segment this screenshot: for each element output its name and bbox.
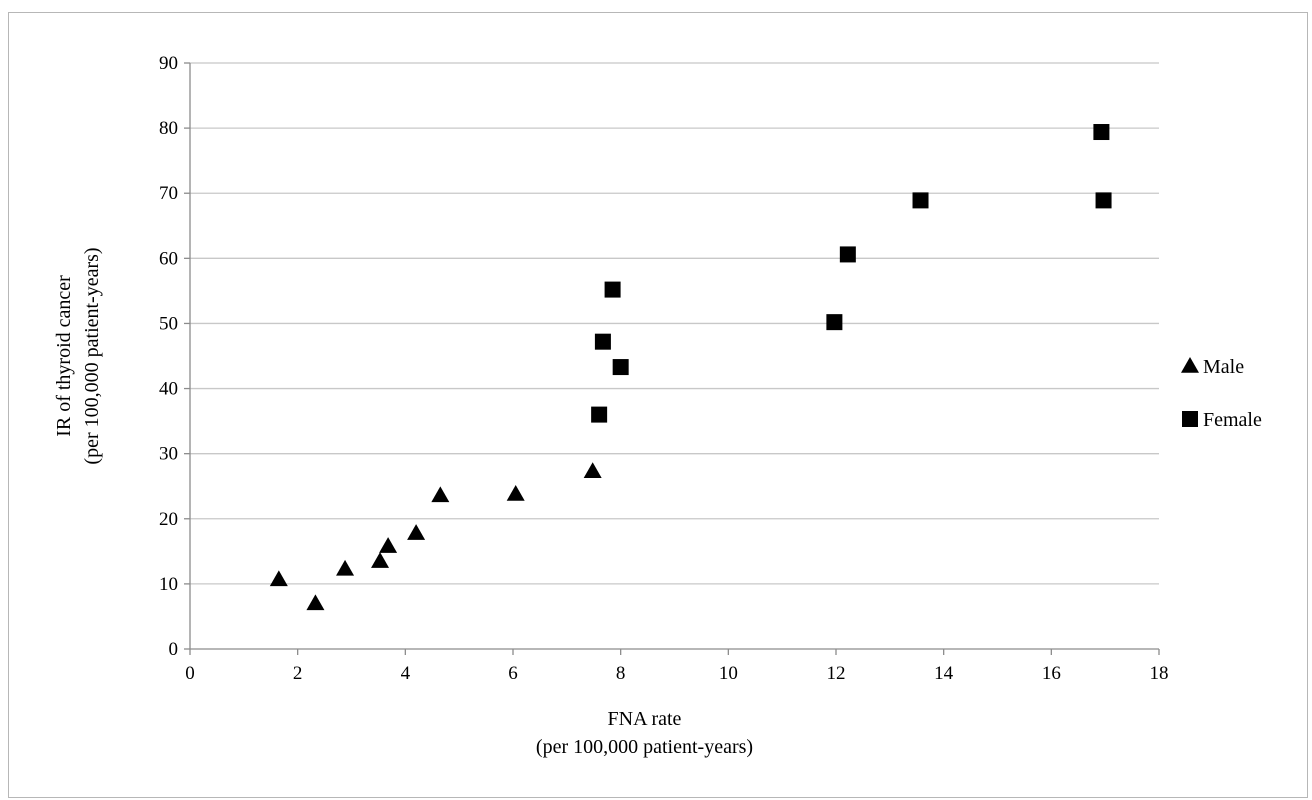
female-point: [1093, 124, 1110, 141]
y-tick-label: 50: [159, 313, 178, 334]
female-point: [591, 406, 608, 423]
y-axis-title-line: IR of thyroid cancer: [53, 275, 75, 437]
legend: Male Female: [1181, 356, 1262, 431]
y-tick-label: 20: [159, 509, 178, 530]
axes: [184, 62, 1160, 655]
x-tick-label: 14: [934, 663, 954, 684]
female-point: [594, 333, 611, 350]
y-tick-label: 40: [159, 379, 178, 400]
female-point: [839, 246, 856, 263]
male-point: [431, 486, 450, 503]
legend-marker-male: [1181, 357, 1199, 373]
male-point: [583, 462, 602, 478]
x-tick-label: 0: [185, 663, 195, 684]
x-axis-title-line: (per 100,000 patient-years): [536, 736, 753, 758]
x-axis-title-line: FNA rate: [608, 708, 682, 730]
male-point: [506, 485, 525, 501]
data-points: [269, 124, 1112, 611]
y-tick-label: 30: [159, 444, 178, 465]
male-point: [306, 594, 325, 611]
x-tick-label: 16: [1042, 663, 1061, 684]
male-point: [336, 559, 355, 576]
axis-titles: FNA rate (per 100,000 patient-years) IR of…: [53, 247, 753, 758]
y-tick-label: 90: [159, 53, 178, 74]
female-point: [604, 281, 621, 298]
x-tick-label: 8: [616, 663, 626, 684]
x-tick-label: 12: [827, 663, 846, 684]
female-point: [1095, 192, 1112, 209]
legend-label-female: Female: [1203, 409, 1262, 431]
female-point: [912, 192, 929, 209]
female-point: [826, 314, 843, 331]
x-tick-label: 6: [508, 663, 518, 684]
chart-frame: [8, 12, 1308, 798]
legend-marker-female: [1182, 411, 1198, 427]
male-point: [379, 537, 398, 553]
legend-label-male: Male: [1203, 356, 1244, 378]
y-tick-label: 0: [169, 639, 179, 660]
x-tick-label: 18: [1150, 663, 1169, 684]
y-tick-label: 80: [159, 118, 178, 139]
female-point: [612, 359, 629, 376]
x-tick-label: 10: [719, 663, 738, 684]
y-tick-label: 10: [159, 574, 178, 595]
y-axis-title-line: (per 100,000 patient-years): [81, 247, 103, 464]
y-tick-label: 60: [159, 248, 178, 269]
male-point: [407, 524, 426, 540]
x-tick-label: 2: [293, 663, 303, 684]
male-point: [269, 570, 288, 587]
gridlines: [190, 62, 1159, 585]
male-point: [371, 552, 390, 568]
y-tick-label: 70: [159, 183, 178, 204]
tick-labels: 0 10 20 30 40 50 60 70 80 90 0 2 4 6 8 10 12 14 16 18: [159, 53, 1169, 684]
x-tick-label: 4: [401, 663, 411, 684]
